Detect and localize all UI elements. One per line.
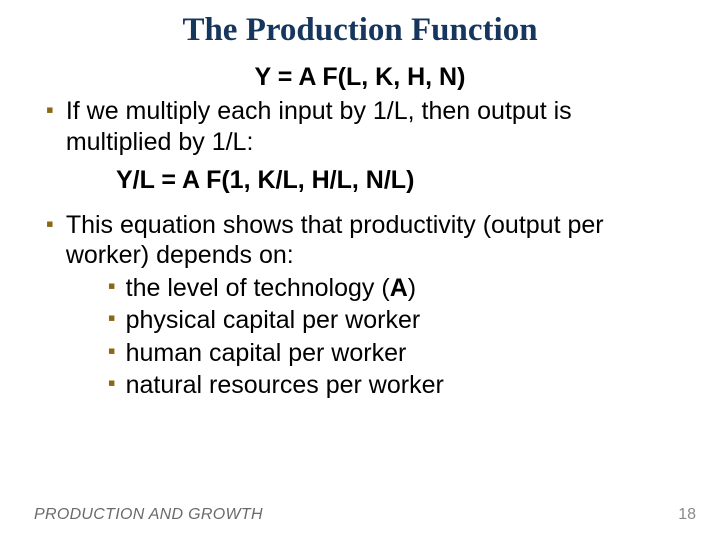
bullet-icon: ▪ xyxy=(108,273,116,300)
body: ▪ If we multiply each input by 1/L, then… xyxy=(40,96,680,403)
slide-title: The Production Function xyxy=(40,12,680,49)
sub-item: ▪ physical capital per worker xyxy=(108,305,680,336)
sub-text: natural resources per worker xyxy=(126,370,444,401)
equation-per-worker: Y/L = A F(1, K/L, H/L, N/L) xyxy=(116,165,680,196)
bullet-text: If we multiply each input by 1/L, then o… xyxy=(66,96,680,157)
bullet-text-line: This equation shows that productivity (o… xyxy=(66,211,604,270)
bullet-icon: ▪ xyxy=(46,96,54,124)
bullet-icon: ▪ xyxy=(108,305,116,332)
sub-text: human capital per worker xyxy=(126,338,407,369)
sub-item: ▪ the level of technology (A) xyxy=(108,273,680,304)
page-number: 18 xyxy=(678,506,696,524)
bullet-item: ▪ This equation shows that productivity … xyxy=(46,210,680,403)
bullet-icon: ▪ xyxy=(108,338,116,365)
slide: The Production Function Y = A F(L, K, H,… xyxy=(0,0,720,540)
equation-main: Y = A F(L, K, H, N) xyxy=(40,63,680,92)
sub-item: ▪ human capital per worker xyxy=(108,338,680,369)
bullet-icon: ▪ xyxy=(108,370,116,397)
footer-text: PRODUCTION AND GROWTH xyxy=(34,506,263,524)
sub-text: the level of technology (A) xyxy=(126,273,416,304)
sub-item: ▪ natural resources per worker xyxy=(108,370,680,401)
sub-list: ▪ the level of technology (A) ▪ physical… xyxy=(108,273,680,401)
bullet-text: This equation shows that productivity (o… xyxy=(66,210,680,403)
bullet-icon: ▪ xyxy=(46,210,54,238)
sub-text: physical capital per worker xyxy=(126,305,421,336)
bullet-item: ▪ If we multiply each input by 1/L, then… xyxy=(46,96,680,157)
